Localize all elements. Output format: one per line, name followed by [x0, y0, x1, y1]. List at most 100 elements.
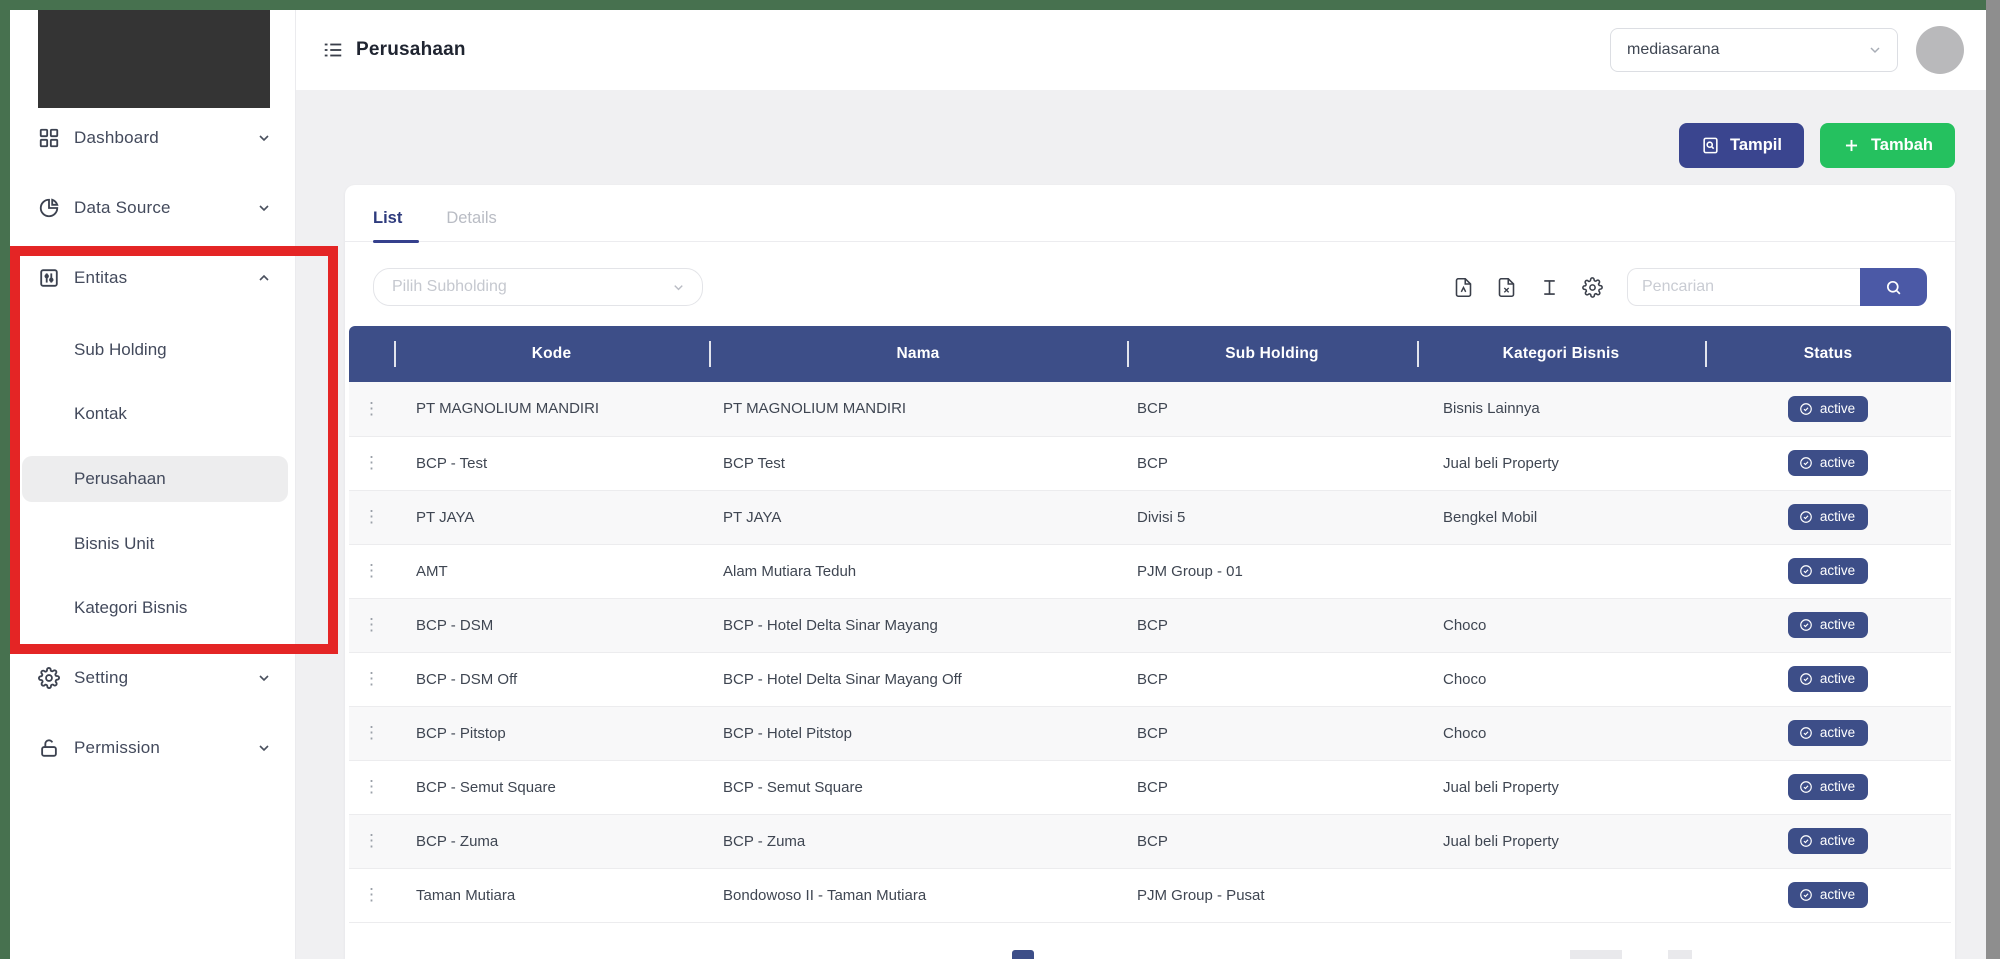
cell-nama: PT JAYA [723, 508, 782, 526]
status-badge: active [1787, 612, 1869, 638]
status-badge-label: active [1819, 887, 1856, 903]
status-badge-label: active [1819, 671, 1856, 687]
tab-details[interactable]: Details [446, 209, 497, 227]
kebab-menu-icon[interactable]: ⋮ [363, 669, 380, 688]
cell-status: active [1705, 814, 1951, 868]
file-excel-icon[interactable] [1496, 277, 1517, 298]
table-row[interactable]: ⋮ BCP - Pitstop BCP - Hotel Pitstop BCP … [349, 706, 1951, 760]
column-header: Sub Holding [1127, 326, 1417, 382]
kebab-menu-icon[interactable]: ⋮ [363, 561, 380, 580]
sidebar-item-label: Data Source [74, 198, 171, 217]
table-row[interactable]: ⋮ BCP - Semut Square BCP - Semut Square … [349, 760, 1951, 814]
tampil-button-label: Tampil [1730, 136, 1782, 154]
file-pdf-icon[interactable] [1453, 277, 1474, 298]
table-row[interactable]: ⋮ BCP - DSM Off BCP - Hotel Delta Sinar … [349, 652, 1951, 706]
check-circle-icon [1799, 456, 1813, 470]
cell-sub-holding: Divisi 5 [1137, 508, 1186, 526]
cell-sub-holding: BCP [1137, 778, 1168, 796]
sidebar-item-sub-holding[interactable]: Sub Holding [74, 340, 167, 359]
content-area: Tampil Tambah List Details Pilih Subhold… [296, 90, 1986, 959]
cell-nama: BCP - Hotel Delta Sinar Mayang [723, 616, 938, 634]
cell-kode: PT MAGNOLIUM MANDIRI [416, 400, 600, 418]
chevron-up-icon [256, 270, 272, 286]
check-circle-icon [1799, 834, 1813, 848]
tambah-button[interactable]: Tambah [1819, 123, 1955, 168]
search-button[interactable] [1860, 268, 1927, 306]
cell-status: active [1705, 544, 1951, 598]
sidebar-item-permission[interactable]: Permission [38, 726, 272, 770]
cell-sub-holding: BCP [1137, 724, 1168, 742]
table-row[interactable]: ⋮ BCP - Zuma BCP - Zuma BCP Jual beli Pr… [349, 814, 1951, 868]
sidebar-item-data-source[interactable]: Data Source [38, 186, 272, 230]
gear-icon[interactable] [1582, 276, 1603, 298]
row-actions-cell[interactable]: ⋮ [349, 706, 394, 760]
sidebar-item-setting[interactable]: Setting [38, 656, 272, 700]
cell-status: active [1705, 436, 1951, 490]
cell-kategori-bisnis: Bengkel Mobil [1443, 508, 1538, 526]
kebab-menu-icon[interactable]: ⋮ [363, 831, 380, 850]
search-input[interactable] [1627, 268, 1860, 306]
row-actions-cell[interactable]: ⋮ [349, 436, 394, 490]
cell-kode: BCP - Pitstop [416, 724, 506, 742]
table-row[interactable]: ⋮ BCP - Test BCP Test BCP Jual beli Prop… [349, 436, 1951, 490]
table-row[interactable]: ⋮ BCP - DSM BCP - Hotel Delta Sinar Maya… [349, 598, 1951, 652]
kebab-menu-icon[interactable]: ⋮ [363, 615, 380, 634]
sidebar-item-kategori-bisnis[interactable]: Kategori Bisnis [74, 598, 188, 617]
table-row[interactable]: ⋮ AMT Alam Mutiara Teduh PJM Group - 01 … [349, 544, 1951, 598]
sidebar-item-entitas[interactable]: Entitas [38, 256, 272, 300]
pagination-control[interactable] [1570, 950, 1622, 959]
status-badge: active [1787, 504, 1869, 530]
lock-open-icon [38, 737, 60, 759]
sidebar-item-label: Dashboard [74, 128, 159, 147]
status-badge: active [1787, 882, 1869, 908]
row-actions-cell[interactable]: ⋮ [349, 382, 394, 436]
status-badge: active [1787, 395, 1869, 422]
cell-status: active [1705, 868, 1951, 922]
row-actions-cell[interactable]: ⋮ [349, 868, 394, 922]
cell-kategori-bisnis: Jual beli Property [1443, 778, 1559, 796]
column-header: Kategori Bisnis [1417, 326, 1705, 382]
sidebar-item-perusahaan[interactable]: Perusahaan [22, 456, 288, 502]
kebab-menu-icon[interactable]: ⋮ [363, 507, 380, 526]
main-area: Perusahaan mediasarana Tampil [296, 10, 1986, 959]
sidebar-item-bisnis-unit[interactable]: Bisnis Unit [74, 534, 155, 553]
tab-list[interactable]: List [373, 209, 420, 243]
row-actions-cell[interactable]: ⋮ [349, 760, 394, 814]
sidebar: Dashboard Data Source Entitas Sub [10, 10, 338, 959]
cell-kode: BCP - Test [416, 454, 488, 472]
sidebar-item-dashboard[interactable]: Dashboard [38, 116, 272, 160]
row-actions-cell[interactable]: ⋮ [349, 544, 394, 598]
cell-kategori-bisnis: Bisnis Lainnya [1443, 400, 1540, 418]
row-actions-cell[interactable]: ⋮ [349, 490, 394, 544]
kebab-menu-icon[interactable]: ⋮ [363, 723, 380, 742]
row-actions-cell[interactable]: ⋮ [349, 814, 394, 868]
cell-nama: Bondowoso II - Taman Mutiara [723, 886, 927, 904]
pagination-control[interactable] [1668, 950, 1692, 959]
cell-kategori-bisnis [1417, 544, 1705, 598]
status-badge: active [1787, 828, 1869, 854]
tampil-button[interactable]: Tampil [1679, 123, 1804, 168]
cell-sub-holding: BCP [1137, 670, 1168, 688]
cell-status: active [1705, 706, 1951, 760]
kebab-menu-icon[interactable]: ⋮ [363, 885, 380, 904]
sidebar-toggle-icon[interactable] [322, 39, 344, 61]
row-actions-cell[interactable]: ⋮ [349, 598, 394, 652]
text-height-icon[interactable] [1539, 277, 1560, 298]
kebab-menu-icon[interactable]: ⋮ [363, 777, 380, 796]
tenant-select[interactable]: mediasarana [1610, 28, 1898, 72]
kebab-menu-icon[interactable]: ⋮ [363, 453, 380, 472]
subholding-select[interactable]: Pilih Subholding [373, 268, 703, 306]
row-actions-cell[interactable]: ⋮ [349, 652, 394, 706]
user-avatar[interactable] [1916, 26, 1964, 74]
pagination-current-page[interactable] [1012, 950, 1034, 959]
table-row[interactable]: ⋮ PT JAYA PT JAYA Divisi 5 Bengkel Mobil… [349, 490, 1951, 544]
kebab-menu-icon[interactable]: ⋮ [363, 398, 380, 418]
table-row[interactable]: ⋮ Taman Mutiara Bondowoso II - Taman Mut… [349, 868, 1951, 922]
cell-kategori-bisnis: Jual beli Property [1443, 832, 1559, 850]
sidebar-item-kontak[interactable]: Kontak [74, 404, 127, 423]
table-row[interactable]: ⋮ PT MAGNOLIUM MANDIRI PT MAGNOLIUM MAND… [349, 382, 1951, 436]
cell-nama: Alam Mutiara Teduh [723, 562, 857, 580]
cell-kategori-bisnis: Choco [1443, 616, 1487, 634]
top-bar: Perusahaan mediasarana [296, 10, 1986, 90]
status-badge-label: active [1819, 725, 1856, 741]
